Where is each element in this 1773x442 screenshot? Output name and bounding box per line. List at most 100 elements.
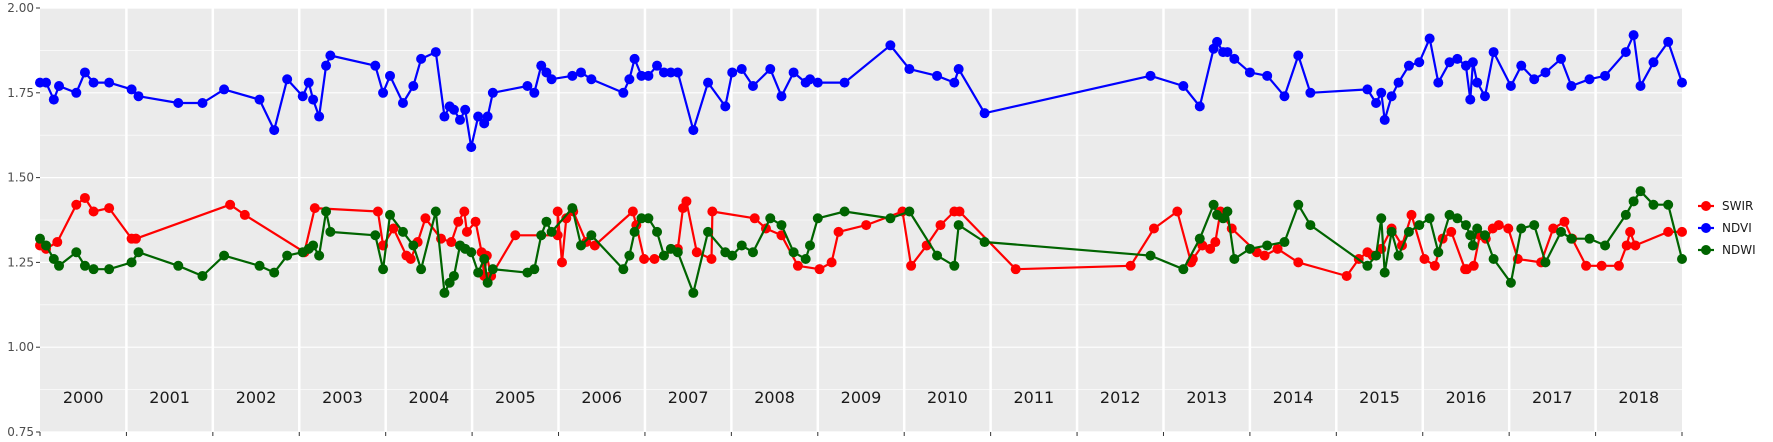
grid-lines — [40, 7, 1682, 433]
ndvi-point — [473, 111, 484, 122]
ndvi-point — [1444, 57, 1455, 68]
ndvi-point — [1472, 77, 1483, 88]
ndvi-point — [378, 87, 389, 98]
ndwi-point — [839, 206, 850, 217]
ndwi-point — [1279, 237, 1290, 248]
swir-point — [510, 230, 521, 241]
y-tick-label: 1.00 — [7, 340, 34, 354]
swir-point — [1621, 240, 1632, 251]
ndwi-point — [35, 233, 45, 244]
y-tick-label: 1.25 — [7, 255, 34, 269]
ndvi-point — [282, 74, 293, 85]
ndvi-point — [48, 94, 59, 105]
year-label: 2006 — [581, 388, 622, 407]
ndvi-point — [126, 84, 137, 95]
swir-point — [1272, 243, 1283, 254]
ndwi-point — [1444, 209, 1455, 220]
ndvi-point — [314, 111, 325, 122]
ndwi-point — [269, 267, 280, 278]
ndwi-point — [439, 287, 450, 298]
swir-point — [1419, 254, 1430, 265]
swir-point — [935, 220, 946, 231]
ndvi-point — [1279, 91, 1290, 102]
ndvi-point — [541, 67, 552, 78]
swir-point — [405, 254, 416, 265]
year-label: 2014 — [1273, 388, 1314, 407]
ndvi-point — [765, 64, 776, 75]
ndwi-point — [885, 213, 896, 224]
ndwi-point — [652, 226, 663, 237]
legend-label-ndvi: NDVI — [1722, 221, 1752, 235]
ndvi-point — [370, 60, 381, 71]
swir-point — [446, 237, 457, 248]
ndvi-point — [776, 91, 787, 102]
swir-point — [552, 206, 563, 217]
ndwi-point — [1178, 264, 1189, 275]
ndwi-point — [1465, 230, 1476, 241]
ndwi-point — [1472, 223, 1483, 234]
legend-label-swir: SWIR — [1722, 199, 1753, 213]
ndvi-point — [727, 67, 738, 78]
ndvi-point — [439, 111, 450, 122]
ndwi-point — [953, 220, 964, 231]
ndvi-point — [658, 67, 669, 78]
ndwi-point — [1556, 226, 1567, 237]
swir-point — [706, 254, 717, 265]
ndvi-point — [448, 104, 459, 115]
ndvi-point — [932, 70, 943, 81]
ndwi-point — [448, 270, 459, 281]
swir-point — [833, 226, 844, 237]
ndwi-point — [1222, 206, 1233, 217]
ndwi-point — [1424, 213, 1435, 224]
swir-point — [130, 233, 141, 244]
ndwi-point — [805, 240, 816, 251]
ndwi-point — [1393, 250, 1404, 261]
ndwi-point — [1305, 220, 1316, 231]
ndvi-point — [1529, 74, 1540, 85]
ndvi-point — [487, 87, 498, 98]
ndwi-point — [567, 203, 578, 214]
ndvi-point — [1244, 67, 1255, 78]
swir-point — [826, 257, 837, 268]
ndvi-point — [133, 91, 144, 102]
ndvi-point — [979, 108, 990, 119]
ndvi-point — [747, 81, 758, 92]
swir-point — [792, 260, 803, 271]
year-label: 2004 — [409, 388, 450, 407]
swir-point — [954, 206, 965, 217]
ndvi-point — [618, 87, 629, 98]
ndwi-point — [416, 264, 427, 275]
ndwi-point — [197, 270, 208, 281]
ndvi-point — [397, 97, 408, 108]
swir-point — [1559, 216, 1570, 227]
ndvi-point — [536, 60, 547, 71]
ndwi-point — [1362, 260, 1373, 271]
ndwi-point — [430, 206, 441, 217]
ndwi-point — [586, 230, 597, 241]
year-labels: 2000 2001 2002 2003 2004 2005 2006 2007 2008 2009… — [63, 388, 1659, 407]
ndvi-point — [54, 81, 65, 92]
swir-point — [1468, 260, 1479, 271]
swir-point — [88, 206, 99, 217]
swir-point — [372, 206, 383, 217]
ndwi-point — [314, 250, 325, 261]
ndwi-point — [378, 264, 389, 275]
ndwi-point — [126, 257, 137, 268]
ndvi-point — [624, 74, 635, 85]
ndwi-point — [1244, 243, 1255, 254]
ndvi-point — [430, 47, 441, 58]
year-label: 2009 — [841, 388, 882, 407]
ndwi-point — [1293, 199, 1304, 210]
swir-point — [691, 247, 702, 258]
swir-point — [1259, 250, 1270, 261]
swir-point — [1663, 226, 1674, 237]
ndwi-point — [1414, 220, 1425, 231]
ndvi-point — [1516, 60, 1527, 71]
ndwi-point — [1229, 254, 1240, 265]
ndwi-point — [1460, 220, 1471, 231]
swir-point — [1596, 260, 1607, 271]
ndwi-point — [727, 250, 738, 261]
ndvi-point — [1362, 84, 1373, 95]
ndvi-point — [466, 142, 477, 153]
ndwi-point — [482, 277, 493, 288]
